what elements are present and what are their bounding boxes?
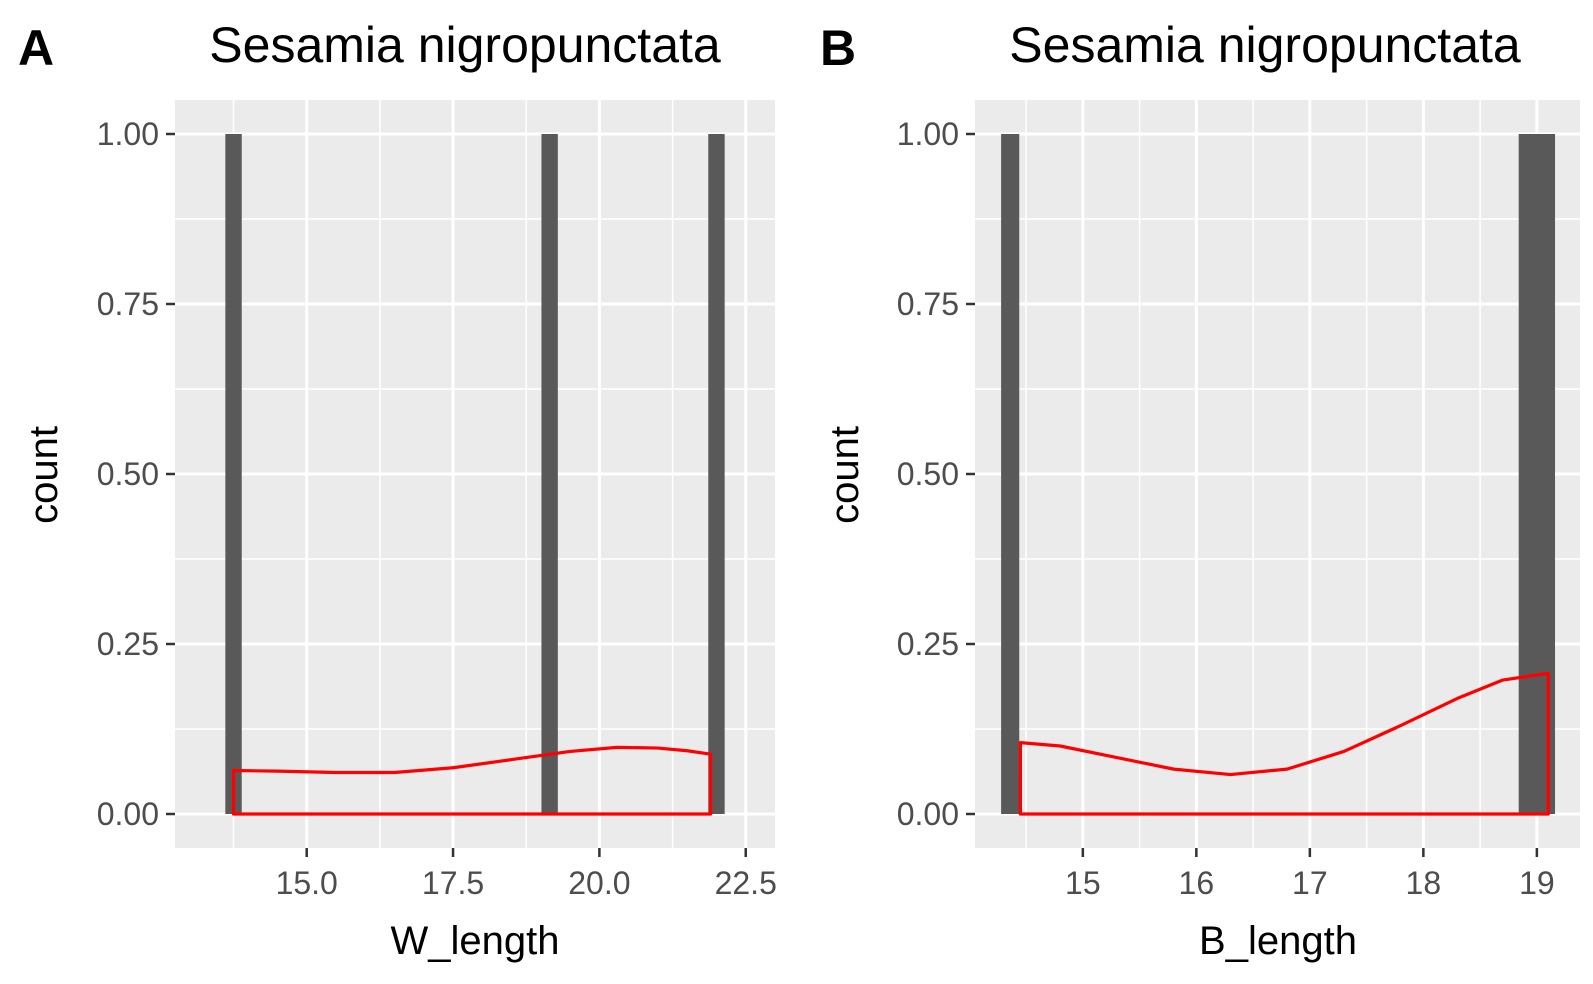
density-outline [1018, 671, 1550, 816]
y-tick-label: 0.25 [897, 626, 959, 662]
panel-a: A Sesamia nigropunctata 0.00 0.25 0.50 0.75… [18, 17, 777, 963]
histogram-bar [225, 134, 242, 814]
y-tick-label: 0.50 [897, 456, 959, 492]
x-tick-label: 19 [1519, 865, 1555, 901]
grid-lines [175, 100, 775, 848]
histogram-bar [541, 134, 558, 814]
y-axis-title: count [22, 426, 66, 524]
y-tick-label: 0.50 [97, 456, 159, 492]
y-tick-label: 0.75 [97, 286, 159, 322]
panel-tag: B [820, 20, 856, 76]
y-tick-label: 0.00 [97, 796, 159, 832]
x-axis: 15 16 17 18 19 [1065, 848, 1555, 901]
y-tick-label: 1.00 [897, 116, 959, 152]
histogram-bars [225, 134, 725, 814]
x-tick-label: 22.5 [715, 865, 777, 901]
histogram-bar [708, 134, 725, 814]
y-axis-title: count [823, 426, 867, 524]
histogram-bars [1001, 134, 1556, 814]
x-tick-label: 17 [1292, 865, 1328, 901]
histogram-bar [1001, 134, 1020, 814]
density-outline [231, 745, 713, 816]
x-tick-label: 18 [1406, 865, 1442, 901]
x-tick-label: 15.0 [276, 865, 338, 901]
y-tick-label: 0.00 [897, 796, 959, 832]
x-tick-label: 17.5 [422, 865, 484, 901]
chart-title: Sesamia nigropunctata [209, 17, 721, 73]
panel-b: B Sesamia nigropunctata 0.00 0.25 0.50 0.75… [820, 17, 1580, 963]
density-curve [1018, 671, 1550, 816]
panel-tag: A [18, 20, 54, 76]
x-tick-label: 16 [1179, 865, 1215, 901]
chart-title: Sesamia nigropunctata [1009, 17, 1521, 73]
x-axis-title: B_length [1199, 919, 1357, 963]
x-tick-label: 15 [1065, 865, 1101, 901]
y-axis: 0.00 0.25 0.50 0.75 1.00 [897, 116, 975, 832]
x-axis-title: W_length [391, 919, 560, 963]
x-tick-label: 20.0 [568, 865, 630, 901]
density-curve [231, 745, 713, 816]
x-axis: 15.0 17.5 20.0 22.5 [276, 848, 777, 901]
y-tick-label: 0.25 [97, 626, 159, 662]
y-axis: 0.00 0.25 0.50 0.75 1.00 [97, 116, 175, 832]
y-tick-label: 1.00 [97, 116, 159, 152]
y-tick-label: 0.75 [897, 286, 959, 322]
